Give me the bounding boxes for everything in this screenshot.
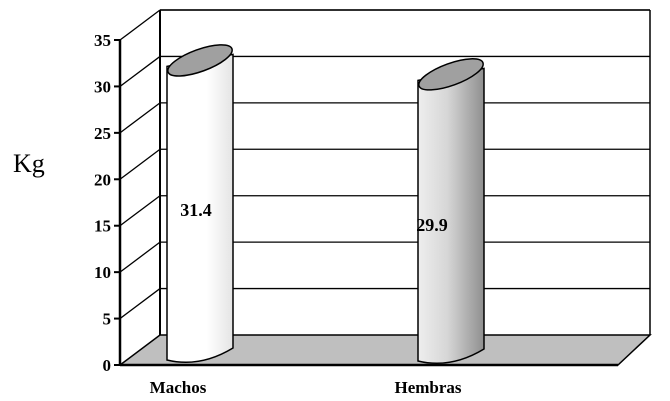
x-axis-labels: Machos Hembras (150, 378, 462, 397)
bar-body (417, 67, 485, 364)
bar-body (166, 53, 234, 363)
bar-top (418, 58, 484, 91)
gridline-diagonal (119, 148, 161, 180)
x-category-label: Hembras (394, 378, 461, 397)
y-tick-label: 25 (94, 124, 111, 143)
y-tick-label: 10 (94, 263, 111, 282)
gridline-diagonal (119, 55, 161, 87)
gridline-diagonal (119, 195, 161, 227)
gridline-diagonal (119, 102, 161, 134)
x-category-label: Machos (150, 378, 207, 397)
y-tick-label: 5 (103, 310, 112, 329)
y-tick-label: 30 (94, 77, 111, 96)
grid-lines (119, 9, 650, 320)
bar-hembras: 29.9 (416, 58, 485, 364)
bar-top (167, 44, 233, 77)
bar-value-label: 29.9 (416, 215, 448, 235)
y-tick-label: 35 (94, 31, 111, 50)
bar-machos: 31.4 (166, 44, 234, 363)
y-axis-ticks: 0 5 10 15 20 25 30 35 (94, 31, 120, 375)
gridline-diagonal (119, 288, 161, 320)
y-axis-title: Kg (13, 149, 45, 178)
bars: 31.4 29.9 (166, 44, 485, 364)
bar-value-label: 31.4 (180, 200, 212, 220)
y-tick-label: 20 (94, 170, 111, 189)
y-tick-label: 0 (103, 356, 112, 375)
gridline-diagonal (119, 241, 161, 273)
y-tick-label: 15 (94, 217, 111, 236)
gridline-diagonal (119, 9, 161, 41)
